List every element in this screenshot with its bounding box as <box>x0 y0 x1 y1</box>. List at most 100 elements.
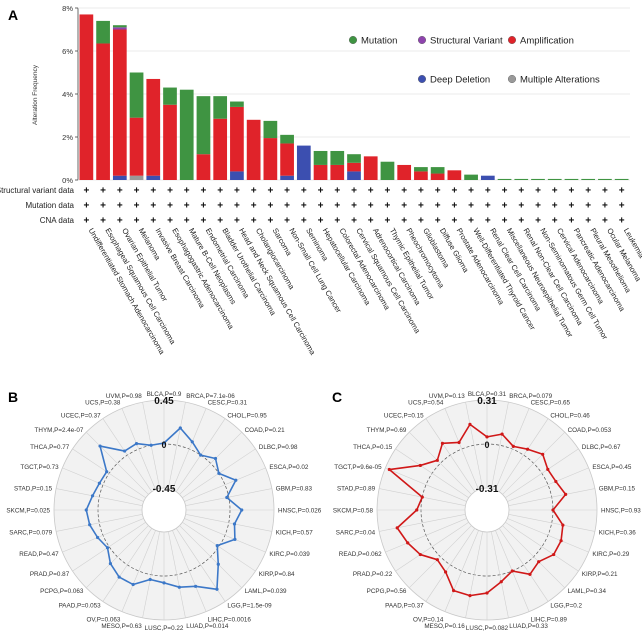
radar-point <box>554 479 558 484</box>
row-marker: + <box>418 216 424 227</box>
row-marker: + <box>184 216 190 227</box>
bars <box>79 14 629 181</box>
radar-spoke <box>121 408 156 490</box>
row-marker: + <box>535 201 541 212</box>
radar-spoke <box>62 518 144 553</box>
radar-spoke <box>409 432 472 495</box>
radar-spoke <box>425 528 476 602</box>
radar-point <box>559 539 563 543</box>
radar-spoke <box>72 521 146 572</box>
radar-point <box>395 526 399 530</box>
row-marker: + <box>385 186 391 197</box>
row-marker: + <box>201 216 207 227</box>
bar-segment <box>112 175 127 180</box>
bar-segment <box>280 143 294 176</box>
row-marker: + <box>167 201 173 212</box>
legend-label: Multiple Alterations <box>520 75 600 86</box>
row-marker: + <box>535 216 541 227</box>
radar-category-label: THYM,P=0.69 <box>367 427 407 434</box>
row-marker: + <box>569 216 575 227</box>
radar-category-label: PAAD,P=0.37 <box>385 602 424 609</box>
radar-point <box>511 444 515 448</box>
radar-spoke <box>172 408 207 490</box>
legend-marker <box>418 36 427 45</box>
radar-tick-label: 0 <box>161 440 166 450</box>
radar-point <box>234 478 238 482</box>
bar-segment <box>230 101 244 107</box>
radar-point <box>149 443 153 447</box>
row-marker: + <box>602 201 608 212</box>
y-tick-label: 4% <box>62 90 73 99</box>
panel-c: C 0.31 0 -0.31 BLCA,P=0.31 BRCA,P=0.079CESC,… <box>332 389 641 631</box>
radar-spoke <box>490 402 509 489</box>
bar-segment <box>146 175 161 180</box>
radar-point <box>552 552 556 557</box>
radar-spoke <box>498 418 549 492</box>
radar-spoke <box>185 488 272 507</box>
radar-category-label: THYM,P=2.4e-07 <box>35 427 84 434</box>
bar-segment <box>514 178 529 180</box>
row-marker: + <box>83 216 89 227</box>
radar-point <box>216 562 220 566</box>
bar-segment <box>129 117 144 176</box>
radar-spoke <box>502 432 565 495</box>
row-marker: + <box>318 201 324 212</box>
radar-category-label: GBM,P=0.15 <box>599 485 636 492</box>
bar-segment <box>581 178 596 180</box>
radar-spoke <box>172 530 207 612</box>
radar-point <box>406 541 410 545</box>
radar-point <box>452 589 456 593</box>
row-marker: + <box>134 216 140 227</box>
radar-category-label: SKCM,P=0.025 <box>6 508 50 515</box>
row-marker: + <box>234 201 240 212</box>
row-marker: + <box>167 216 173 227</box>
row-marker: + <box>150 186 156 197</box>
bar-segment <box>531 178 545 180</box>
radar-category-label: LUSC,P=0.22 <box>145 625 184 631</box>
row-marker: + <box>83 186 89 197</box>
radar-spoke <box>508 513 595 532</box>
bar-segment <box>430 173 445 180</box>
data-availability-rows: Structural variant data + + + + + + + + + + + + + + + + +… <box>0 186 625 227</box>
radar-category-label: DLBC,P=0.98 <box>259 444 298 451</box>
row-marker: + <box>401 201 407 212</box>
bar-segment <box>564 178 579 180</box>
bar-segment <box>280 134 294 144</box>
row-marker: + <box>217 186 223 197</box>
radar-tick-label: -0.31 <box>476 484 499 495</box>
row-marker: + <box>100 216 106 227</box>
bar-segment <box>296 145 311 180</box>
row-marker: + <box>485 201 491 212</box>
bar-segment <box>112 25 127 28</box>
radar-spoke <box>444 408 479 490</box>
row-marker: + <box>201 201 207 212</box>
radar-category-label: READ,P=0.062 <box>339 551 382 558</box>
legend-marker <box>508 36 517 45</box>
radar-category-label: DLBC,P=0.67 <box>582 444 621 451</box>
radar-spoke <box>184 518 266 553</box>
radar-point <box>510 569 514 573</box>
radar-spoke <box>502 525 565 588</box>
radar-point <box>528 572 532 576</box>
bar-segment <box>280 175 294 180</box>
radar-spoke <box>385 518 467 553</box>
radar-category-label: COAD,P=0.053 <box>568 427 612 434</box>
row-marker: + <box>150 201 156 212</box>
bar-segment <box>230 106 244 172</box>
bar-segment <box>313 164 328 180</box>
row-marker: + <box>535 186 541 197</box>
radar-point <box>444 570 448 574</box>
row-marker: + <box>117 186 123 197</box>
row-marker: + <box>167 186 173 197</box>
radar-point <box>162 441 166 445</box>
radar-point <box>387 467 391 472</box>
radar-point <box>418 463 422 468</box>
radar-point <box>232 522 237 526</box>
bar-segment <box>96 20 110 44</box>
radar-category-label: READ,P=0.47 <box>19 551 59 558</box>
x-axis-labels: Undifferentiated Stomach AdenocarcinomaE… <box>87 227 642 358</box>
row-marker: + <box>485 186 491 197</box>
bar-segment <box>363 156 378 180</box>
row-marker: + <box>518 201 524 212</box>
bar-segment <box>414 167 428 172</box>
